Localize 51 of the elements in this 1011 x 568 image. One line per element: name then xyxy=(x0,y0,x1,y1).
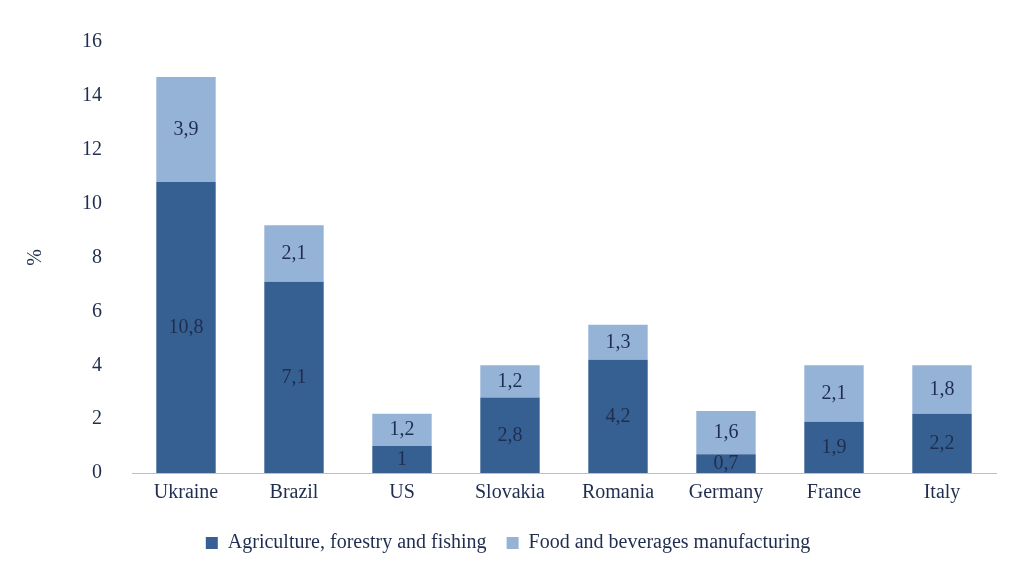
bar xyxy=(264,225,324,282)
data-label: 7,1 xyxy=(281,364,307,387)
bar xyxy=(588,324,648,360)
x-tick-label: Italy xyxy=(923,480,961,504)
bar xyxy=(588,359,648,473)
y-tick-label: 12 xyxy=(82,137,102,159)
bar xyxy=(912,413,972,473)
data-label: 1,2 xyxy=(389,417,415,440)
data-label: 1,2 xyxy=(497,368,523,391)
y-tick-label: 8 xyxy=(92,244,102,267)
x-tick-label: Brazil xyxy=(269,480,319,503)
y-tick-label: 6 xyxy=(92,298,102,321)
y-axis-title: % xyxy=(23,249,46,266)
x-tick-label: Romania xyxy=(581,480,655,503)
x-tick-label: US xyxy=(389,480,415,503)
bar xyxy=(912,365,972,414)
data-label: 2,1 xyxy=(281,240,307,263)
data-label: 1,8 xyxy=(929,376,955,399)
data-label: 4,2 xyxy=(605,403,631,426)
x-tick-label: Ukraine xyxy=(153,480,219,503)
bar xyxy=(804,365,864,422)
data-label: 2,2 xyxy=(929,430,955,453)
bar xyxy=(804,421,864,473)
y-tick-label: 10 xyxy=(82,190,102,213)
legend-label: Food and beverages manufacturing xyxy=(528,530,811,554)
bar xyxy=(264,281,324,473)
bar xyxy=(156,182,216,473)
data-label: 2,1 xyxy=(821,380,847,403)
data-label: 2,8 xyxy=(497,422,523,445)
data-label: 1,6 xyxy=(713,419,739,442)
bar xyxy=(696,411,756,455)
y-tick-label: 14 xyxy=(82,83,102,106)
y-tick-label: 4 xyxy=(92,352,102,375)
data-label: 1,3 xyxy=(605,329,631,352)
bar xyxy=(480,397,540,473)
data-label: 1,9 xyxy=(821,434,847,457)
bar xyxy=(372,446,432,473)
x-tick-label: France xyxy=(806,480,862,503)
x-tick-label: Germany xyxy=(688,480,764,504)
y-tick-label: 2 xyxy=(92,406,102,429)
legend-label: Agriculture, forestry and fishing xyxy=(227,530,487,554)
bar xyxy=(372,413,432,447)
data-label: 10,8 xyxy=(168,314,204,337)
x-tick-label: Slovakia xyxy=(475,480,546,503)
bar xyxy=(480,365,540,398)
data-label: 1 xyxy=(397,446,407,469)
data-label: 0,7 xyxy=(713,450,739,473)
data-label: 3,9 xyxy=(173,116,199,139)
y-tick-label: 0 xyxy=(92,460,102,483)
y-tick-label: 16 xyxy=(82,29,102,52)
bar xyxy=(156,77,216,183)
